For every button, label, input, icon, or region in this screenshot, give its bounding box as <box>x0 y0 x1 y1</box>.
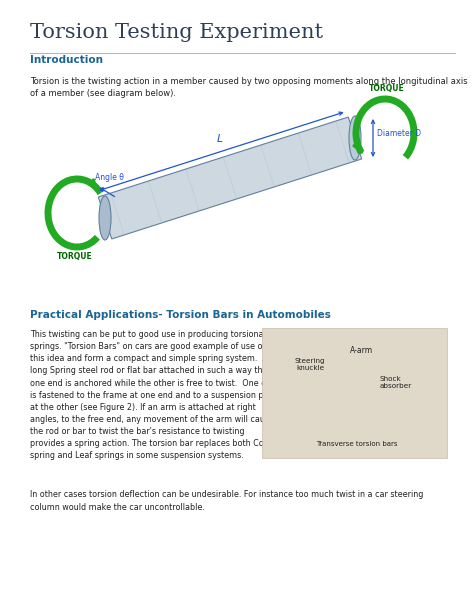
Text: TORQUE: TORQUE <box>57 252 93 261</box>
Text: Introduction: Introduction <box>30 55 103 65</box>
Text: Shock
absorber: Shock absorber <box>380 376 412 389</box>
Text: L: L <box>217 134 223 143</box>
Ellipse shape <box>349 116 361 160</box>
Ellipse shape <box>99 196 111 240</box>
Text: Practical Applications- Torsion Bars in Automobiles: Practical Applications- Torsion Bars in … <box>30 310 331 320</box>
FancyBboxPatch shape <box>262 328 447 458</box>
Text: Torsion is the twisting action in a member caused by two opposing moments along : Torsion is the twisting action in a memb… <box>30 77 468 99</box>
Text: In other cases torsion deflection can be undesirable. For instance too much twis: In other cases torsion deflection can be… <box>30 490 423 511</box>
Text: A-arm: A-arm <box>350 346 374 355</box>
Text: Diameter D: Diameter D <box>377 129 421 139</box>
Text: TORQUE: TORQUE <box>369 84 405 93</box>
Text: Angle θ: Angle θ <box>95 173 124 182</box>
Text: Transverse torsion bars: Transverse torsion bars <box>316 441 398 447</box>
Text: Torsion Testing Experiment: Torsion Testing Experiment <box>30 23 323 42</box>
Text: This twisting can be put to good use in producing torsional
springs. "Torsion Ba: This twisting can be put to good use in … <box>30 330 276 460</box>
Text: Steering
knuckle: Steering knuckle <box>295 358 325 371</box>
Polygon shape <box>98 117 362 239</box>
